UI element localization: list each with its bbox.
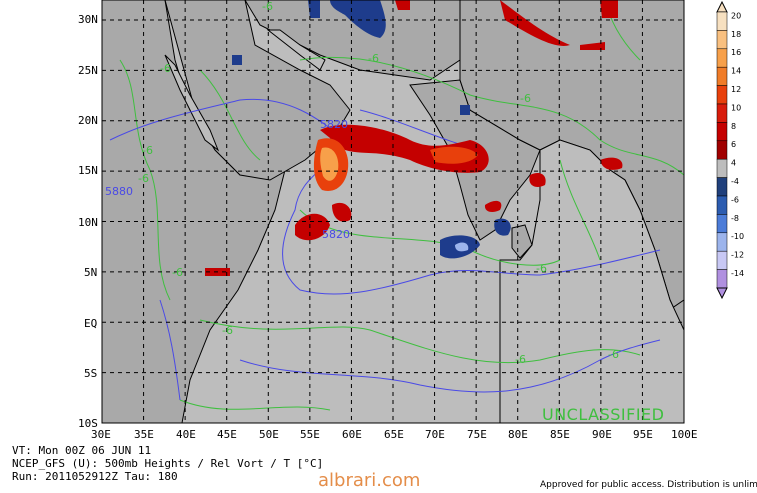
lon-label: 35E bbox=[134, 428, 154, 441]
temp-label: -6 bbox=[608, 348, 619, 361]
legend-value-label: -4 bbox=[731, 177, 739, 186]
temp-label: -6 bbox=[142, 144, 153, 157]
legend-swatch bbox=[716, 232, 728, 252]
lon-label: 45E bbox=[217, 428, 237, 441]
legend-value-label: 10 bbox=[731, 103, 741, 112]
lat-label: 5N bbox=[84, 266, 97, 279]
legend-value-label: 16 bbox=[731, 48, 741, 57]
longitude-labels: 30E 35E 40E 45E 50E 55E 60E 65E 70E 75E … bbox=[91, 428, 698, 441]
lat-label: 30N bbox=[78, 13, 98, 26]
legend-colorbar: 20 18 16 14 12 10 8 6 4 -4 -6 -8 -10 -12 -14 bbox=[716, 0, 744, 300]
temperature-contours bbox=[119, 0, 685, 411]
lat-label: 10N bbox=[78, 216, 98, 229]
product-description-line: NCEP_GFS (U): 500mb Heights / Rel Vort /… bbox=[12, 457, 324, 470]
legend-value-label: 4 bbox=[731, 159, 736, 168]
legend-swatch bbox=[716, 140, 728, 160]
legend-swatch bbox=[716, 269, 728, 289]
legend-swatch bbox=[716, 195, 728, 215]
lon-label: 75E bbox=[467, 428, 487, 441]
lon-label: 95E bbox=[633, 428, 653, 441]
legend-value-label: -14 bbox=[731, 269, 744, 278]
legend-swatch bbox=[716, 85, 728, 105]
legend-swatch bbox=[716, 11, 728, 31]
legend-bottom-arrow bbox=[716, 287, 728, 300]
legend-swatch bbox=[716, 250, 728, 270]
lon-label: 60E bbox=[342, 428, 362, 441]
lon-label: 70E bbox=[425, 428, 445, 441]
legend-swatch bbox=[716, 48, 728, 68]
legend-value-label: -8 bbox=[731, 214, 739, 223]
legend-swatch bbox=[716, 177, 728, 197]
legend-swatch bbox=[716, 103, 728, 123]
legend-value-label: -6 bbox=[731, 195, 739, 204]
temp-label: -6 bbox=[138, 172, 149, 185]
lat-label: EQ bbox=[84, 317, 97, 330]
lat-label: 10S bbox=[78, 417, 98, 430]
legend-swatch bbox=[716, 122, 728, 142]
watermark: albrari.com bbox=[318, 470, 421, 491]
legend-value-label: 12 bbox=[731, 85, 741, 94]
legend-value-label: 18 bbox=[731, 30, 741, 39]
lat-label: 5S bbox=[84, 367, 97, 380]
legend-value-label: 20 bbox=[731, 11, 741, 20]
temp-label: -6 bbox=[262, 0, 273, 13]
lon-label: 85E bbox=[550, 428, 570, 441]
persian-gulf bbox=[266, 29, 326, 71]
positive-vorticity bbox=[205, 0, 623, 276]
temp-label: -6 bbox=[222, 324, 233, 337]
temp-label: -6 bbox=[536, 262, 547, 275]
legend-value-label: 8 bbox=[731, 122, 736, 131]
legend-swatch bbox=[716, 30, 728, 50]
lon-label: 100E bbox=[671, 428, 698, 441]
lon-label: 65E bbox=[384, 428, 404, 441]
map-frame bbox=[101, 0, 685, 424]
height-label: 5880 bbox=[105, 185, 133, 198]
lon-label: 30E bbox=[91, 428, 111, 441]
lat-label: 25N bbox=[78, 64, 98, 77]
lon-label: 90E bbox=[592, 428, 612, 441]
temp-label: -6 bbox=[368, 52, 379, 65]
lat-label: 15N bbox=[78, 164, 98, 177]
distribution-statement: Approved for public access. Distribution… bbox=[540, 480, 757, 490]
legend-swatch bbox=[716, 158, 728, 178]
height-contour-labels: 5820 5880 5820 bbox=[105, 118, 350, 241]
temp-label: -6 bbox=[515, 353, 526, 366]
legend-value-label: -10 bbox=[731, 232, 744, 241]
temp-label: -6 bbox=[160, 62, 171, 75]
legend-swatch bbox=[716, 66, 728, 86]
lon-label: 50E bbox=[259, 428, 279, 441]
valid-time-line: VT: Mon 00Z 06 JUN 11 bbox=[12, 444, 152, 457]
land-masses bbox=[101, 0, 685, 424]
legend-value-label: 6 bbox=[731, 140, 736, 149]
height-label: 5820 bbox=[322, 228, 350, 241]
legend-value-label: -12 bbox=[731, 251, 744, 260]
legend-value-label: 14 bbox=[731, 67, 741, 76]
temp-label: -6 bbox=[172, 266, 183, 279]
temp-contour-labels: -6 -6 -6 -6 -6 -6 -6 -6 -6 -6 -6 bbox=[138, 0, 619, 366]
legend-top-arrow bbox=[716, 0, 728, 13]
height-label: 5820 bbox=[320, 118, 348, 131]
lat-label: 20N bbox=[78, 114, 98, 127]
lon-label: 40E bbox=[176, 428, 196, 441]
grid-lines bbox=[102, 0, 684, 423]
classification-label: UNCLASSIFIED bbox=[542, 405, 665, 424]
lon-label: 80E bbox=[508, 428, 528, 441]
lon-label: 55E bbox=[300, 428, 320, 441]
temp-label: -6 bbox=[520, 92, 531, 105]
run-info-line: Run: 2011052912Z Tau: 180 bbox=[12, 470, 178, 483]
latitude-labels: 30N 25N 20N 15N 10N 5N EQ 5S 10S bbox=[78, 13, 98, 430]
legend-swatch bbox=[716, 214, 728, 234]
negative-vorticity bbox=[232, 0, 511, 259]
